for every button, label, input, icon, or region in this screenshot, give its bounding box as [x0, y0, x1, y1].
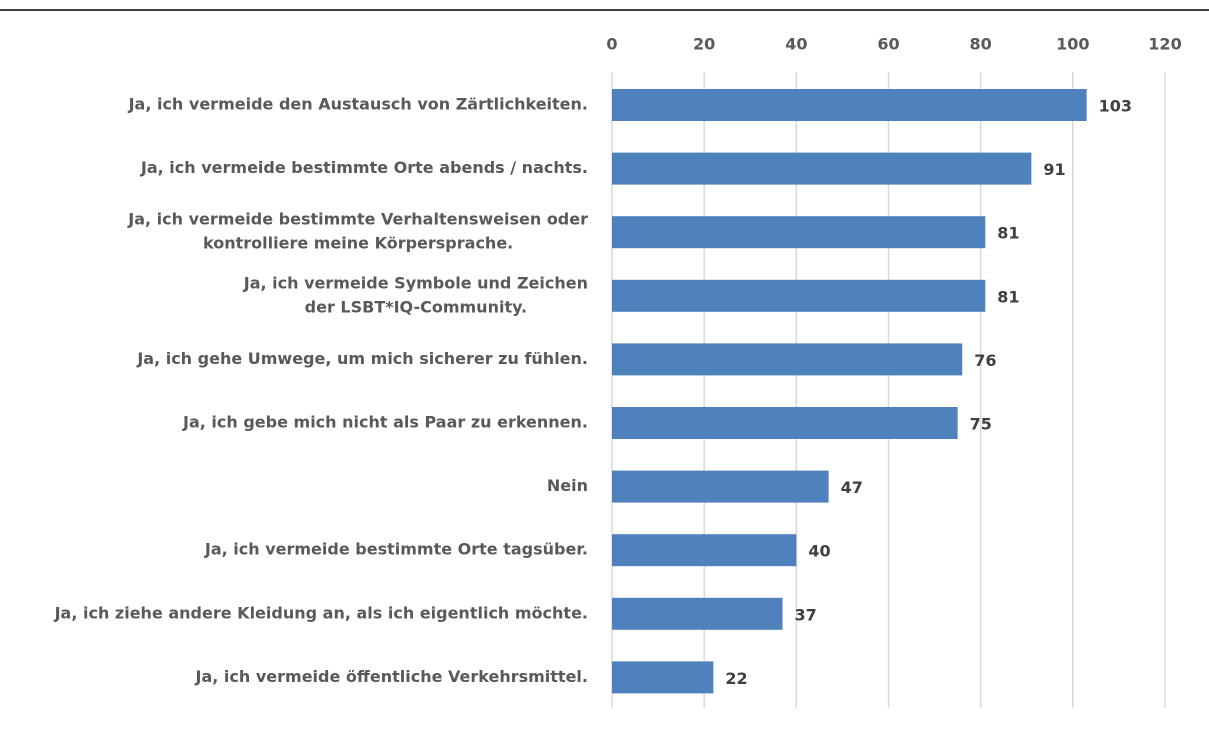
value-label: 76 — [974, 351, 996, 370]
bar — [612, 470, 829, 503]
category-label: Ja, ich vermeide öffentliche Verkehrsmit… — [195, 667, 588, 686]
bar — [612, 343, 963, 376]
category-label: Ja, ich gehe Umwege, um mich sicherer zu… — [136, 349, 588, 368]
bar — [612, 534, 797, 567]
value-label: 47 — [841, 478, 863, 497]
value-label: 81 — [997, 224, 1019, 243]
value-label: 103 — [1099, 97, 1132, 116]
category-label: Ja, ich vermeide den Austausch von Zärtl… — [128, 95, 588, 114]
category-label: Ja, ich vermeide bestimmte Orte abends /… — [140, 158, 588, 177]
value-label: 81 — [997, 287, 1019, 306]
value-label: 75 — [970, 415, 992, 434]
x-tick-label: 20 — [693, 35, 715, 54]
bar — [612, 89, 1087, 121]
category-label: Ja, ich gebe mich nicht als Paar zu erke… — [182, 413, 588, 432]
bar — [612, 661, 714, 694]
value-label: 40 — [808, 542, 830, 561]
value-label: 22 — [725, 669, 747, 688]
value-label: 37 — [795, 605, 817, 624]
x-tick-label: 0 — [606, 35, 617, 54]
value-label: 91 — [1043, 160, 1065, 179]
x-tick-label: 100 — [1056, 35, 1089, 54]
x-tick-label: 40 — [785, 35, 807, 54]
category-label: Ja, ich vermeide Symbole und Zeichen — [243, 273, 588, 292]
category-label: Nein — [547, 476, 588, 495]
x-tick-label: 80 — [970, 35, 992, 54]
category-label: kontrolliere meine Körpersprache. — [203, 234, 513, 253]
bar — [612, 279, 986, 312]
bar — [612, 152, 1032, 185]
category-label: Ja, ich vermeide bestimmte Verhaltenswei… — [127, 210, 588, 229]
bar — [612, 407, 958, 439]
bar — [612, 216, 986, 249]
category-label: Ja, ich ziehe andere Kleidung an, als ic… — [54, 603, 588, 622]
x-tick-label: 120 — [1148, 35, 1181, 54]
x-tick-label: 60 — [877, 35, 899, 54]
category-label: der LSBT*IQ-Community. — [305, 297, 527, 316]
bar — [612, 597, 783, 630]
category-label: Ja, ich vermeide bestimmte Orte tagsüber… — [204, 540, 588, 559]
